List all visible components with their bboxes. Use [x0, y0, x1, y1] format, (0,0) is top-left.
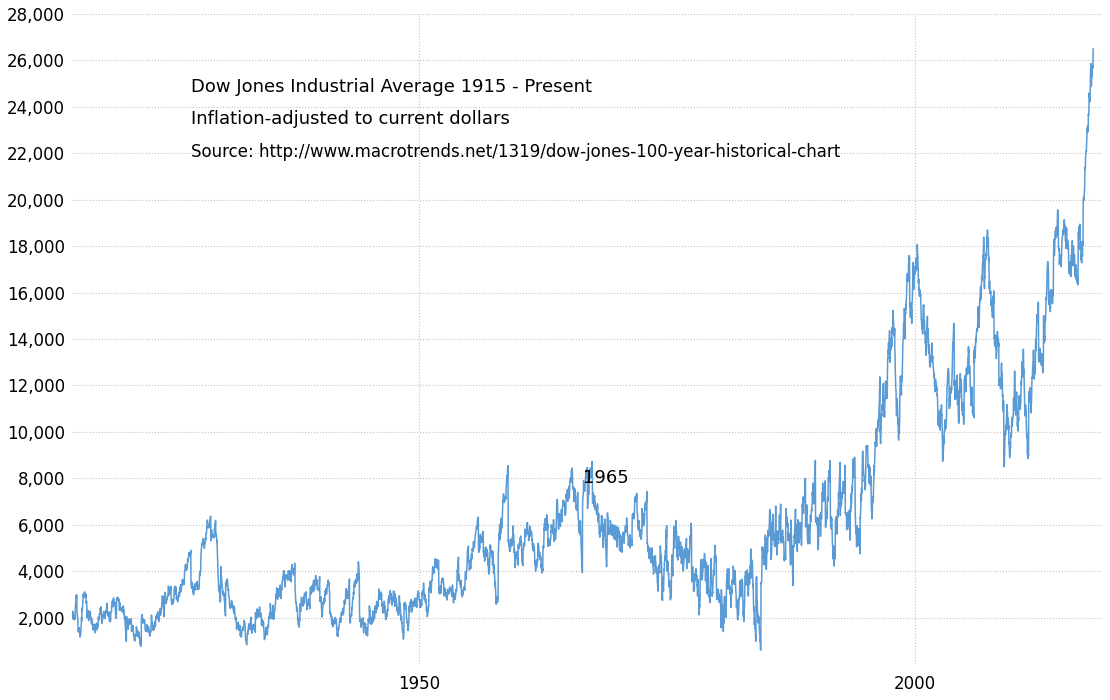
Text: 1965: 1965 — [583, 469, 628, 487]
Text: Dow Jones Industrial Average 1915 - Present: Dow Jones Industrial Average 1915 - Pres… — [191, 78, 592, 96]
Text: Inflation-adjusted to current dollars: Inflation-adjusted to current dollars — [191, 111, 509, 128]
Text: Source: http://www.macrotrends.net/1319/dow-jones-100-year-historical-chart: Source: http://www.macrotrends.net/1319/… — [191, 143, 840, 161]
